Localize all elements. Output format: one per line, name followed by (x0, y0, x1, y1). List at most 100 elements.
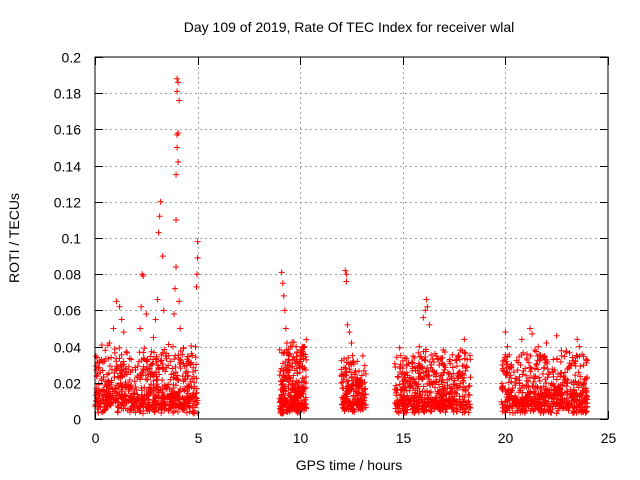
data-point (513, 375, 520, 382)
data-point (542, 359, 549, 366)
data-point (538, 394, 545, 401)
data-point (452, 357, 459, 364)
data-point (457, 380, 464, 387)
data-point (550, 373, 557, 380)
data-point (542, 379, 549, 386)
data-point (338, 379, 345, 386)
data-point (545, 402, 552, 409)
data-point (120, 361, 127, 368)
data-point (179, 351, 186, 358)
peak-point (150, 334, 157, 341)
data-point (430, 368, 437, 375)
data-point (118, 372, 125, 379)
data-point (193, 389, 200, 396)
data-point (101, 407, 108, 414)
data-point (441, 379, 448, 386)
data-point (556, 386, 563, 393)
data-point (442, 391, 449, 398)
data-point (555, 390, 562, 397)
data-point (284, 376, 291, 383)
data-point (524, 397, 531, 404)
data-point (148, 404, 155, 411)
data-point (130, 390, 137, 397)
data-point (411, 392, 418, 399)
data-point (449, 364, 456, 371)
data-point (580, 408, 587, 415)
data-point (531, 395, 538, 402)
peak-point (175, 79, 182, 86)
data-point (396, 381, 403, 388)
y-tick-label: 0.16 (54, 122, 81, 138)
data-point (343, 369, 350, 376)
data-point (424, 387, 431, 394)
data-point (537, 390, 544, 397)
data-point (425, 376, 432, 383)
data-point (449, 393, 456, 400)
data-point (409, 365, 416, 372)
data-point (517, 362, 524, 369)
data-point (107, 393, 114, 400)
y-tick-label: 0.08 (54, 267, 81, 283)
data-point (444, 376, 451, 383)
data-point (299, 375, 306, 382)
data-point (179, 385, 186, 392)
data-point (118, 351, 125, 358)
data-point (159, 395, 166, 402)
data-point (112, 385, 119, 392)
data-point (577, 373, 584, 380)
data-point (341, 376, 348, 383)
peak-point (423, 296, 430, 303)
data-point (540, 410, 547, 417)
peak-point (173, 216, 180, 223)
data-point (141, 384, 148, 391)
data-point (167, 405, 174, 412)
data-point (171, 356, 178, 363)
data-point (420, 405, 427, 412)
data-point (172, 402, 179, 409)
data-point (290, 401, 297, 408)
peak-point (157, 198, 164, 205)
data-point (504, 391, 511, 398)
data-point (360, 391, 367, 398)
data-point (167, 358, 174, 365)
data-point (434, 388, 441, 395)
data-point (570, 357, 577, 364)
data-point (503, 394, 510, 401)
data-point (415, 409, 422, 416)
data-point (150, 377, 157, 384)
peak-point (177, 325, 184, 332)
data-point (573, 407, 580, 414)
peak-point (113, 298, 120, 305)
data-point (420, 369, 427, 376)
peak-point (527, 325, 534, 332)
data-point (532, 383, 539, 390)
data-point (550, 390, 557, 397)
data-point (400, 393, 407, 400)
data-point (350, 406, 357, 413)
y-tick-label: 0.12 (54, 195, 81, 211)
peak-point (137, 325, 144, 332)
data-point (429, 355, 436, 362)
x-tick-label: 10 (293, 430, 309, 446)
data-point (462, 387, 469, 394)
data-point (95, 381, 102, 388)
data-point (302, 366, 309, 373)
data-point (449, 386, 456, 393)
data-point (391, 360, 398, 367)
data-point (409, 409, 416, 416)
data-point (344, 390, 351, 397)
data-point (142, 372, 149, 379)
y-tick-label: 0.02 (54, 376, 81, 392)
data-point (101, 358, 108, 365)
data-point (184, 358, 191, 365)
data-point (132, 383, 139, 390)
data-point (573, 398, 580, 405)
data-point (566, 349, 573, 356)
data-point (159, 377, 166, 384)
data-point (410, 376, 417, 383)
peak-point (156, 213, 163, 220)
data-point (187, 378, 194, 385)
peak-point (102, 347, 109, 354)
data-point (446, 356, 453, 363)
